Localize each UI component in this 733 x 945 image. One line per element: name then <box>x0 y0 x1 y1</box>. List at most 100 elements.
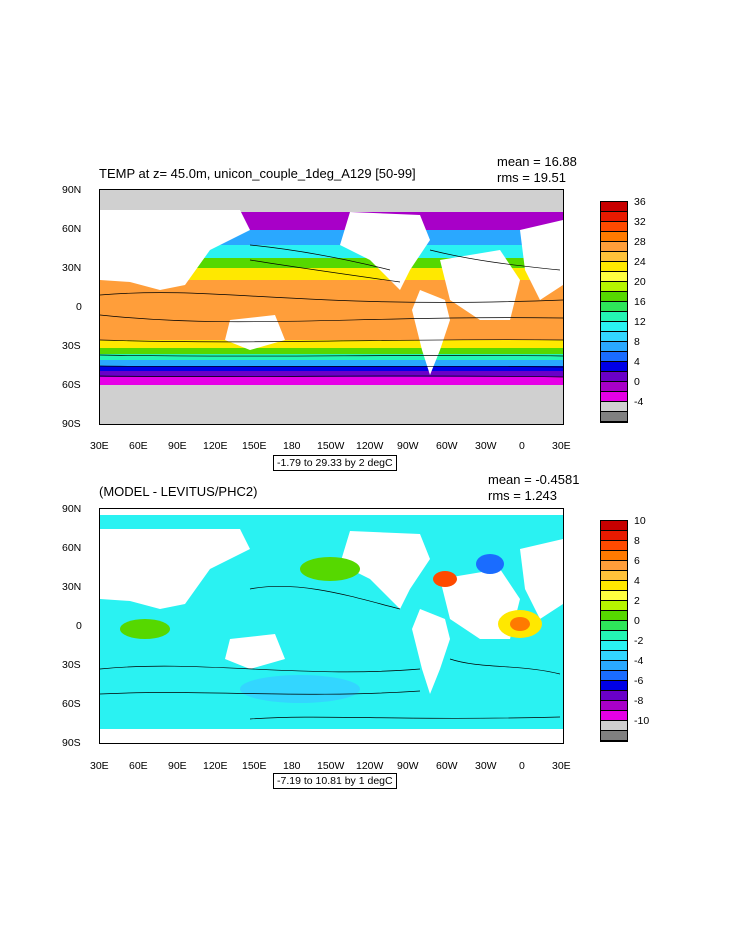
lat-label: 90N <box>62 184 82 196</box>
colorbar-cell <box>601 282 627 292</box>
colorbar-cell <box>601 551 627 561</box>
rms-value: rms = 19.51 <box>497 170 567 185</box>
colorbar-cell <box>601 402 627 412</box>
rms-value: rms = 1.243 <box>488 488 558 503</box>
panel-title: (MODEL - LEVITUS/PHC2) <box>99 484 258 499</box>
colorbar-cell <box>601 212 627 222</box>
colorbar-cell <box>601 711 627 721</box>
colorbar-label: 6 <box>634 555 640 567</box>
lat-label: 30S <box>62 659 81 671</box>
colorbar-cell <box>601 671 627 681</box>
colorbar-cell <box>601 731 627 741</box>
colorbar-cell <box>601 611 627 621</box>
colorbar-label: 36 <box>634 196 646 208</box>
lon-label: 120W <box>356 440 384 452</box>
colorbar-label: 8 <box>634 535 640 547</box>
lon-label: 30E <box>552 440 571 452</box>
colorbar-cell <box>601 541 627 551</box>
panel-title: TEMP at z= 45.0m, unicon_couple_1deg_A12… <box>99 166 416 181</box>
colorbar-cell <box>601 601 627 611</box>
lat-label: 60N <box>62 223 82 235</box>
lon-axis: 30E 60E 90E 120E 150E 180 150W 120W 90W … <box>90 760 571 774</box>
difference-map <box>99 508 564 744</box>
colorbar-cell <box>601 272 627 282</box>
colorbar-label: 12 <box>634 316 646 328</box>
colorbar-label: 0 <box>634 376 640 388</box>
colorbar-label: 4 <box>634 356 640 368</box>
lon-axis: 30E 60E 90E 120E 150E 180 150W 120W 90W … <box>90 440 571 454</box>
colorbar-cell <box>601 661 627 671</box>
colorbar-cell <box>601 242 627 252</box>
colorbar-label: -8 <box>634 695 644 707</box>
colorbar <box>600 201 628 423</box>
colorbar-label: 28 <box>634 236 646 248</box>
lon-label: 120E <box>203 440 228 452</box>
lat-label: 30S <box>62 340 81 352</box>
colorbar <box>600 520 628 742</box>
colorbar-cell <box>601 292 627 302</box>
lat-label: 0 <box>76 620 82 632</box>
colorbar-label: 10 <box>634 515 646 527</box>
lat-label: 30N <box>62 262 82 274</box>
lon-label: 180 <box>283 440 301 452</box>
colorbar-label: 16 <box>634 296 646 308</box>
colorbar-label: 0 <box>634 615 640 627</box>
lon-label: 150W <box>317 440 345 452</box>
colorbar-cell <box>601 232 627 242</box>
colorbar-cell <box>601 372 627 382</box>
colorbar-label: -4 <box>634 655 644 667</box>
colorbar-label: 32 <box>634 216 646 228</box>
lon-label: 30W <box>475 440 497 452</box>
lon-label: 60E <box>129 760 148 772</box>
lat-label: 30N <box>62 581 82 593</box>
lon-label: 150W <box>317 760 345 772</box>
lon-label: 30E <box>552 760 571 772</box>
colorbar-label: -4 <box>634 396 644 408</box>
lat-label: 60N <box>62 542 82 554</box>
colorbar-cell <box>601 352 627 362</box>
colorbar-cell <box>601 721 627 731</box>
lat-label: 90N <box>62 503 82 515</box>
colorbar-label: 2 <box>634 595 640 607</box>
contour-info-box: -7.19 to 10.81 by 1 degC <box>273 773 397 789</box>
contour-info-box: -1.79 to 29.33 by 2 degC <box>273 455 397 471</box>
lon-label: 60W <box>436 760 458 772</box>
colorbar-cell <box>601 362 627 372</box>
colorbar-cell <box>601 382 627 392</box>
colorbar-label: -10 <box>634 715 650 727</box>
lat-label: 0 <box>76 301 82 313</box>
lon-label: 150E <box>242 440 267 452</box>
lon-label: 150E <box>242 760 267 772</box>
colorbar-label: 4 <box>634 575 640 587</box>
colorbar-cell <box>601 581 627 591</box>
colorbar-cell <box>601 312 627 322</box>
lon-label: 120E <box>203 760 228 772</box>
colorbar-cell <box>601 531 627 541</box>
colorbar-label: 8 <box>634 336 640 348</box>
lon-label: 0 <box>519 440 525 452</box>
colorbar-cell <box>601 641 627 651</box>
lon-label: 60E <box>129 440 148 452</box>
lon-label: 90W <box>397 440 419 452</box>
lat-label: 90S <box>62 737 81 749</box>
lon-label: 0 <box>519 760 525 772</box>
colorbar-cell <box>601 322 627 332</box>
colorbar-cell <box>601 412 627 422</box>
contour-lines <box>100 586 561 720</box>
lon-label: 60W <box>436 440 458 452</box>
colorbar-label: -2 <box>634 635 644 647</box>
colorbar-cell <box>601 342 627 352</box>
difference-panel: (MODEL - LEVITUS/PHC2) mean = -0.4581 rm… <box>0 470 733 945</box>
lat-label: 60S <box>62 698 81 710</box>
colorbar-cell <box>601 701 627 711</box>
colorbar-cell <box>601 681 627 691</box>
colorbar-cell <box>601 252 627 262</box>
temperature-map <box>99 189 564 425</box>
lon-label: 90E <box>168 440 187 452</box>
lon-label: 30E <box>90 440 109 452</box>
colorbar-cell <box>601 651 627 661</box>
colorbar-label: 24 <box>634 256 646 268</box>
colorbar-cell <box>601 621 627 631</box>
colorbar-cell <box>601 691 627 701</box>
colorbar-cell <box>601 222 627 232</box>
